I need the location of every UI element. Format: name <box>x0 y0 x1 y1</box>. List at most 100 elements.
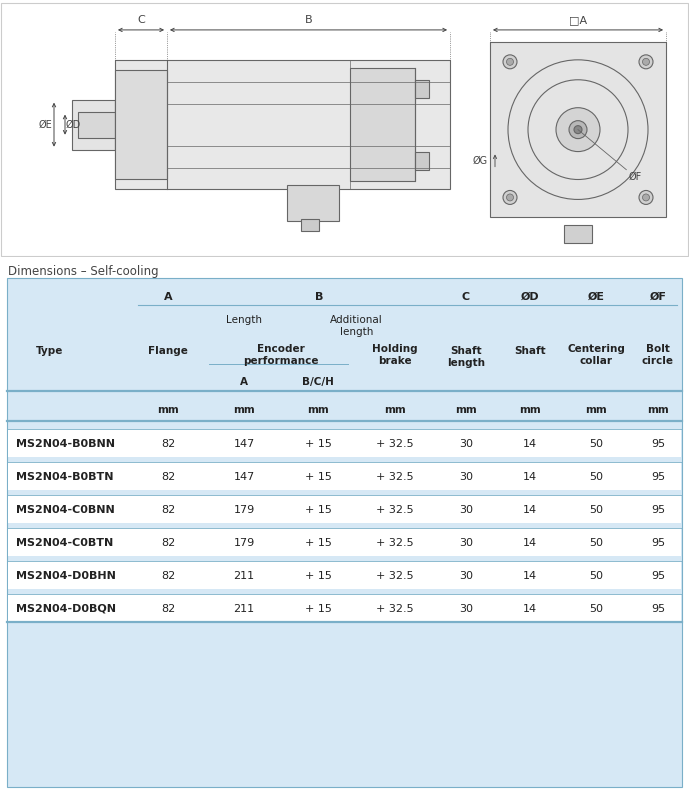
Circle shape <box>574 125 582 133</box>
Text: ØD: ØD <box>66 120 81 129</box>
Text: ØG: ØG <box>473 156 488 165</box>
Text: 50: 50 <box>589 439 603 449</box>
Circle shape <box>556 108 600 152</box>
Text: □A: □A <box>569 15 587 25</box>
Text: 179: 179 <box>234 538 255 548</box>
Text: mm: mm <box>384 405 406 415</box>
Text: 179: 179 <box>234 505 255 515</box>
Bar <box>8 528 681 556</box>
Text: 82: 82 <box>161 472 175 482</box>
Text: 30: 30 <box>459 472 473 482</box>
Text: Type: Type <box>37 346 63 356</box>
Text: mm: mm <box>455 405 477 415</box>
Circle shape <box>643 194 650 201</box>
Text: + 32.5: + 32.5 <box>376 570 414 581</box>
Bar <box>72 100 115 149</box>
Text: 30: 30 <box>459 604 473 614</box>
Text: + 32.5: + 32.5 <box>376 472 414 482</box>
Text: mm: mm <box>647 405 669 415</box>
Text: 30: 30 <box>459 439 473 449</box>
Text: Flange: Flange <box>148 346 188 356</box>
Text: + 15: + 15 <box>305 439 331 449</box>
Text: Encoder
performance: Encoder performance <box>243 344 319 366</box>
Text: 147: 147 <box>234 472 255 482</box>
Text: mm: mm <box>233 405 255 415</box>
Text: 82: 82 <box>161 439 175 449</box>
Text: + 32.5: + 32.5 <box>376 538 414 548</box>
Circle shape <box>639 190 653 205</box>
Bar <box>301 220 319 232</box>
Text: Shaft: Shaft <box>514 346 546 356</box>
Circle shape <box>506 194 513 201</box>
Text: ØE: ØE <box>588 292 604 302</box>
Text: + 32.5: + 32.5 <box>376 439 414 449</box>
Circle shape <box>569 121 587 138</box>
Text: mm: mm <box>157 405 179 415</box>
Bar <box>564 225 592 244</box>
Text: 211: 211 <box>234 604 254 614</box>
Text: mm: mm <box>519 405 541 415</box>
Text: 50: 50 <box>589 472 603 482</box>
Text: MS2N04-C0BTN: MS2N04-C0BTN <box>16 538 113 548</box>
Text: ØF: ØF <box>628 172 641 181</box>
Text: A: A <box>164 292 172 302</box>
Text: MS2N04-B0BTN: MS2N04-B0BTN <box>16 472 114 482</box>
Bar <box>8 495 681 523</box>
Bar <box>350 68 415 181</box>
Bar <box>115 70 167 180</box>
Circle shape <box>503 190 517 205</box>
Text: B: B <box>316 292 324 302</box>
Text: 30: 30 <box>459 538 473 548</box>
Text: 14: 14 <box>523 505 537 515</box>
Text: 82: 82 <box>161 505 175 515</box>
Text: ØD: ØD <box>521 292 539 302</box>
Bar <box>415 152 429 169</box>
Bar <box>415 80 429 97</box>
Text: 95: 95 <box>651 570 665 581</box>
Bar <box>8 462 681 490</box>
Text: 95: 95 <box>651 439 665 449</box>
Text: + 15: + 15 <box>305 604 331 614</box>
Text: 30: 30 <box>459 505 473 515</box>
Text: + 15: + 15 <box>305 472 331 482</box>
Text: 95: 95 <box>651 472 665 482</box>
Text: mm: mm <box>307 405 329 415</box>
Text: 82: 82 <box>161 538 175 548</box>
Text: ØE: ØE <box>39 120 52 129</box>
Text: 50: 50 <box>589 505 603 515</box>
Text: Holding
brake: Holding brake <box>372 344 418 366</box>
Text: Dimensions – Self-cooling: Dimensions – Self-cooling <box>8 264 158 278</box>
Text: 50: 50 <box>589 570 603 581</box>
Text: 211: 211 <box>234 570 254 581</box>
Text: C: C <box>137 15 145 25</box>
Text: + 15: + 15 <box>305 538 331 548</box>
Text: MS2N04-D0BQN: MS2N04-D0BQN <box>16 604 116 614</box>
Text: B/C/H: B/C/H <box>302 377 334 387</box>
Text: + 32.5: + 32.5 <box>376 604 414 614</box>
Text: MS2N04-C0BNN: MS2N04-C0BNN <box>16 505 115 515</box>
Text: C: C <box>462 292 470 302</box>
Text: mm: mm <box>585 405 607 415</box>
Text: Shaft
length: Shaft length <box>447 346 485 368</box>
Text: 14: 14 <box>523 604 537 614</box>
Text: 50: 50 <box>589 538 603 548</box>
Text: Length: Length <box>226 315 262 324</box>
Text: ØF: ØF <box>650 292 666 302</box>
Circle shape <box>503 55 517 69</box>
Bar <box>287 185 339 221</box>
Circle shape <box>639 55 653 69</box>
Text: B: B <box>305 15 312 25</box>
Text: 14: 14 <box>523 439 537 449</box>
Text: 95: 95 <box>651 505 665 515</box>
Bar <box>8 561 681 589</box>
Text: 82: 82 <box>161 604 175 614</box>
Text: 95: 95 <box>651 538 665 548</box>
Text: 50: 50 <box>589 604 603 614</box>
Bar <box>8 594 681 622</box>
Text: Bolt
circle: Bolt circle <box>642 344 674 366</box>
Text: 14: 14 <box>523 570 537 581</box>
Text: + 15: + 15 <box>305 570 331 581</box>
Text: + 32.5: + 32.5 <box>376 505 414 515</box>
Bar <box>8 429 681 457</box>
Bar <box>78 112 115 137</box>
